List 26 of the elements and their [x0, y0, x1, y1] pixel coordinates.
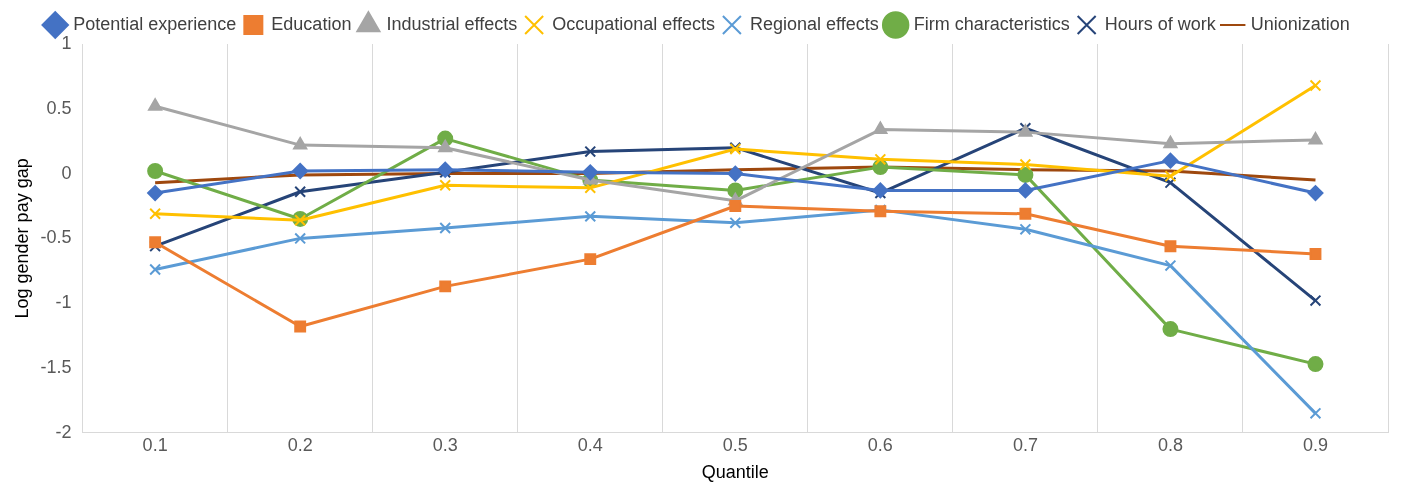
- x-tick-label: 0.4: [577, 434, 603, 455]
- y-tick-label: 0: [61, 162, 72, 183]
- y-tick-label: -1.5: [40, 356, 72, 377]
- legend-label: Hours of work: [1104, 13, 1217, 34]
- legend-label: Unionization: [1250, 13, 1350, 34]
- x-tick-label: 0.6: [867, 434, 893, 455]
- y-axis-title: Log gender pay gap: [11, 158, 32, 319]
- y-tick-label: -0.5: [40, 227, 72, 248]
- x-tick-label: 0.3: [432, 434, 458, 455]
- x-tick-label: 0.8: [1157, 434, 1183, 455]
- y-tick-label: -1: [55, 292, 72, 313]
- x-tick-label: 0.7: [1012, 434, 1038, 455]
- y-tick-label: 1: [61, 32, 72, 53]
- legend-label: Potential experience: [73, 13, 237, 34]
- x-tick-label: 0.2: [287, 434, 313, 455]
- legend-label: Education: [271, 13, 352, 34]
- y-tick-label: 0.5: [46, 97, 72, 118]
- x-axis-title: Quantile: [701, 462, 769, 483]
- legend-label: Firm characteristics: [913, 13, 1070, 34]
- y-tick-label: -2: [55, 421, 72, 442]
- x-tick-label: 0.9: [1302, 434, 1328, 455]
- x-tick-label: 0.5: [722, 434, 748, 455]
- legend-label: Occupational effects: [552, 13, 715, 34]
- x-tick-label: 0.1: [142, 434, 168, 455]
- legend-label: Regional effects: [749, 13, 879, 34]
- legend-label: Industrial effects: [386, 13, 518, 34]
